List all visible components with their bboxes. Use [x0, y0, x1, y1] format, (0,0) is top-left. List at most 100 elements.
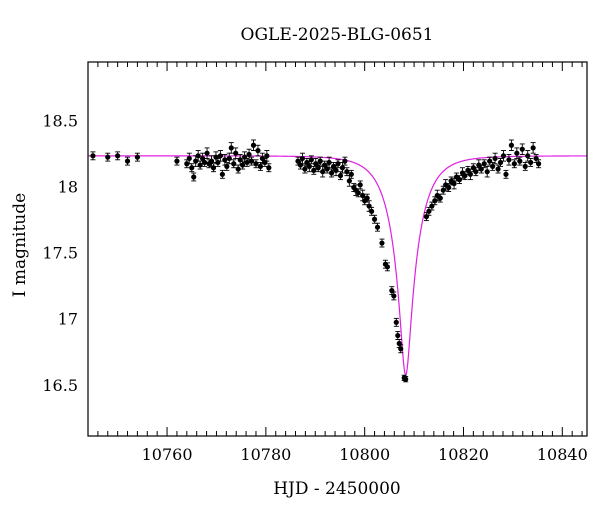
data-point [522, 161, 528, 171]
data-point [189, 163, 195, 173]
model-curve [88, 155, 587, 377]
data-marker [204, 150, 210, 156]
data-point [335, 159, 341, 169]
data-point [233, 147, 239, 159]
data-point [508, 139, 515, 151]
data-marker [240, 162, 246, 168]
data-point [530, 142, 536, 154]
data-marker [333, 167, 339, 173]
data-marker [115, 153, 121, 159]
data-marker [503, 171, 509, 177]
data-point [467, 168, 474, 181]
data-marker [348, 171, 354, 177]
data-point [231, 159, 237, 169]
data-point [514, 147, 520, 159]
data-marker [522, 163, 528, 170]
data-point [366, 200, 372, 212]
data-point [115, 151, 121, 161]
data-point [398, 344, 404, 354]
data-marker [208, 158, 215, 164]
data-marker [500, 153, 507, 159]
data-marker [326, 159, 332, 166]
data-marker [264, 153, 270, 159]
data-marker [446, 184, 452, 191]
data-marker [342, 158, 348, 164]
data-point [299, 152, 306, 165]
data-marker [495, 166, 501, 172]
data-marker [484, 169, 490, 175]
data-point [253, 159, 259, 169]
data-marker [124, 158, 131, 164]
data-point [302, 164, 308, 174]
data-marker [346, 178, 352, 184]
data-point [500, 150, 507, 162]
data-marker [219, 171, 225, 177]
data-marker [379, 240, 385, 246]
x-axis-label: HJD - 2450000 [273, 479, 401, 499]
data-marker [242, 154, 248, 160]
data-marker [508, 142, 515, 148]
model-curve-layer [88, 155, 587, 377]
data-point [191, 172, 197, 182]
data-point [490, 161, 496, 171]
data-marker [511, 161, 517, 167]
data-marker [517, 158, 523, 164]
data-marker [481, 161, 487, 167]
data-point [264, 150, 270, 162]
data-marker [339, 165, 346, 171]
data-marker [374, 224, 381, 230]
data-point [396, 339, 402, 348]
y-tick-label: 17.5 [42, 244, 78, 263]
data-marker [393, 319, 399, 325]
data-marker [90, 153, 96, 159]
data-point [105, 152, 111, 162]
data-marker [366, 203, 372, 209]
data-marker [384, 264, 390, 270]
data-marker [533, 155, 539, 162]
data-point [219, 169, 225, 179]
data-point [525, 150, 531, 162]
data-marker [226, 155, 232, 162]
data-point [134, 152, 141, 162]
data-marker [189, 165, 195, 171]
data-marker [224, 163, 230, 170]
data-marker [335, 161, 341, 167]
data-marker [497, 159, 504, 166]
data-marker [299, 155, 306, 162]
data-marker [467, 171, 474, 177]
x-tick-label: 10780 [240, 445, 291, 464]
x-tick-label: 10800 [339, 445, 390, 464]
data-point [393, 317, 399, 327]
data-marker [105, 154, 111, 160]
data-marker [317, 158, 323, 164]
data-marker [426, 208, 432, 214]
data-marker [506, 157, 512, 163]
data-point [492, 152, 498, 165]
data-marker [302, 166, 308, 172]
plot-frame [87, 61, 588, 437]
y-axis-label: I magnitude [10, 193, 30, 297]
data-marker [337, 173, 344, 179]
data-marker [266, 165, 272, 171]
data-point [266, 163, 272, 173]
data-marker [528, 159, 534, 166]
data-point [308, 155, 314, 165]
data-marker [514, 150, 520, 156]
data-marker [250, 142, 257, 148]
y-tick-label: 16.5 [42, 376, 78, 395]
data-point [506, 154, 512, 166]
data-point [391, 291, 397, 301]
data-marker [237, 157, 243, 163]
y-tick-label: 18.5 [42, 111, 78, 130]
data-point [228, 142, 234, 154]
data-point [503, 169, 509, 179]
data-marker [231, 161, 237, 167]
x-tick-label: 10760 [142, 445, 193, 464]
data-marker [525, 153, 531, 159]
data-marker [233, 150, 239, 156]
data-marker [186, 155, 192, 162]
data-marker [395, 332, 401, 339]
data-marker [191, 174, 197, 180]
data-point [255, 144, 261, 157]
data-marker [315, 165, 321, 171]
